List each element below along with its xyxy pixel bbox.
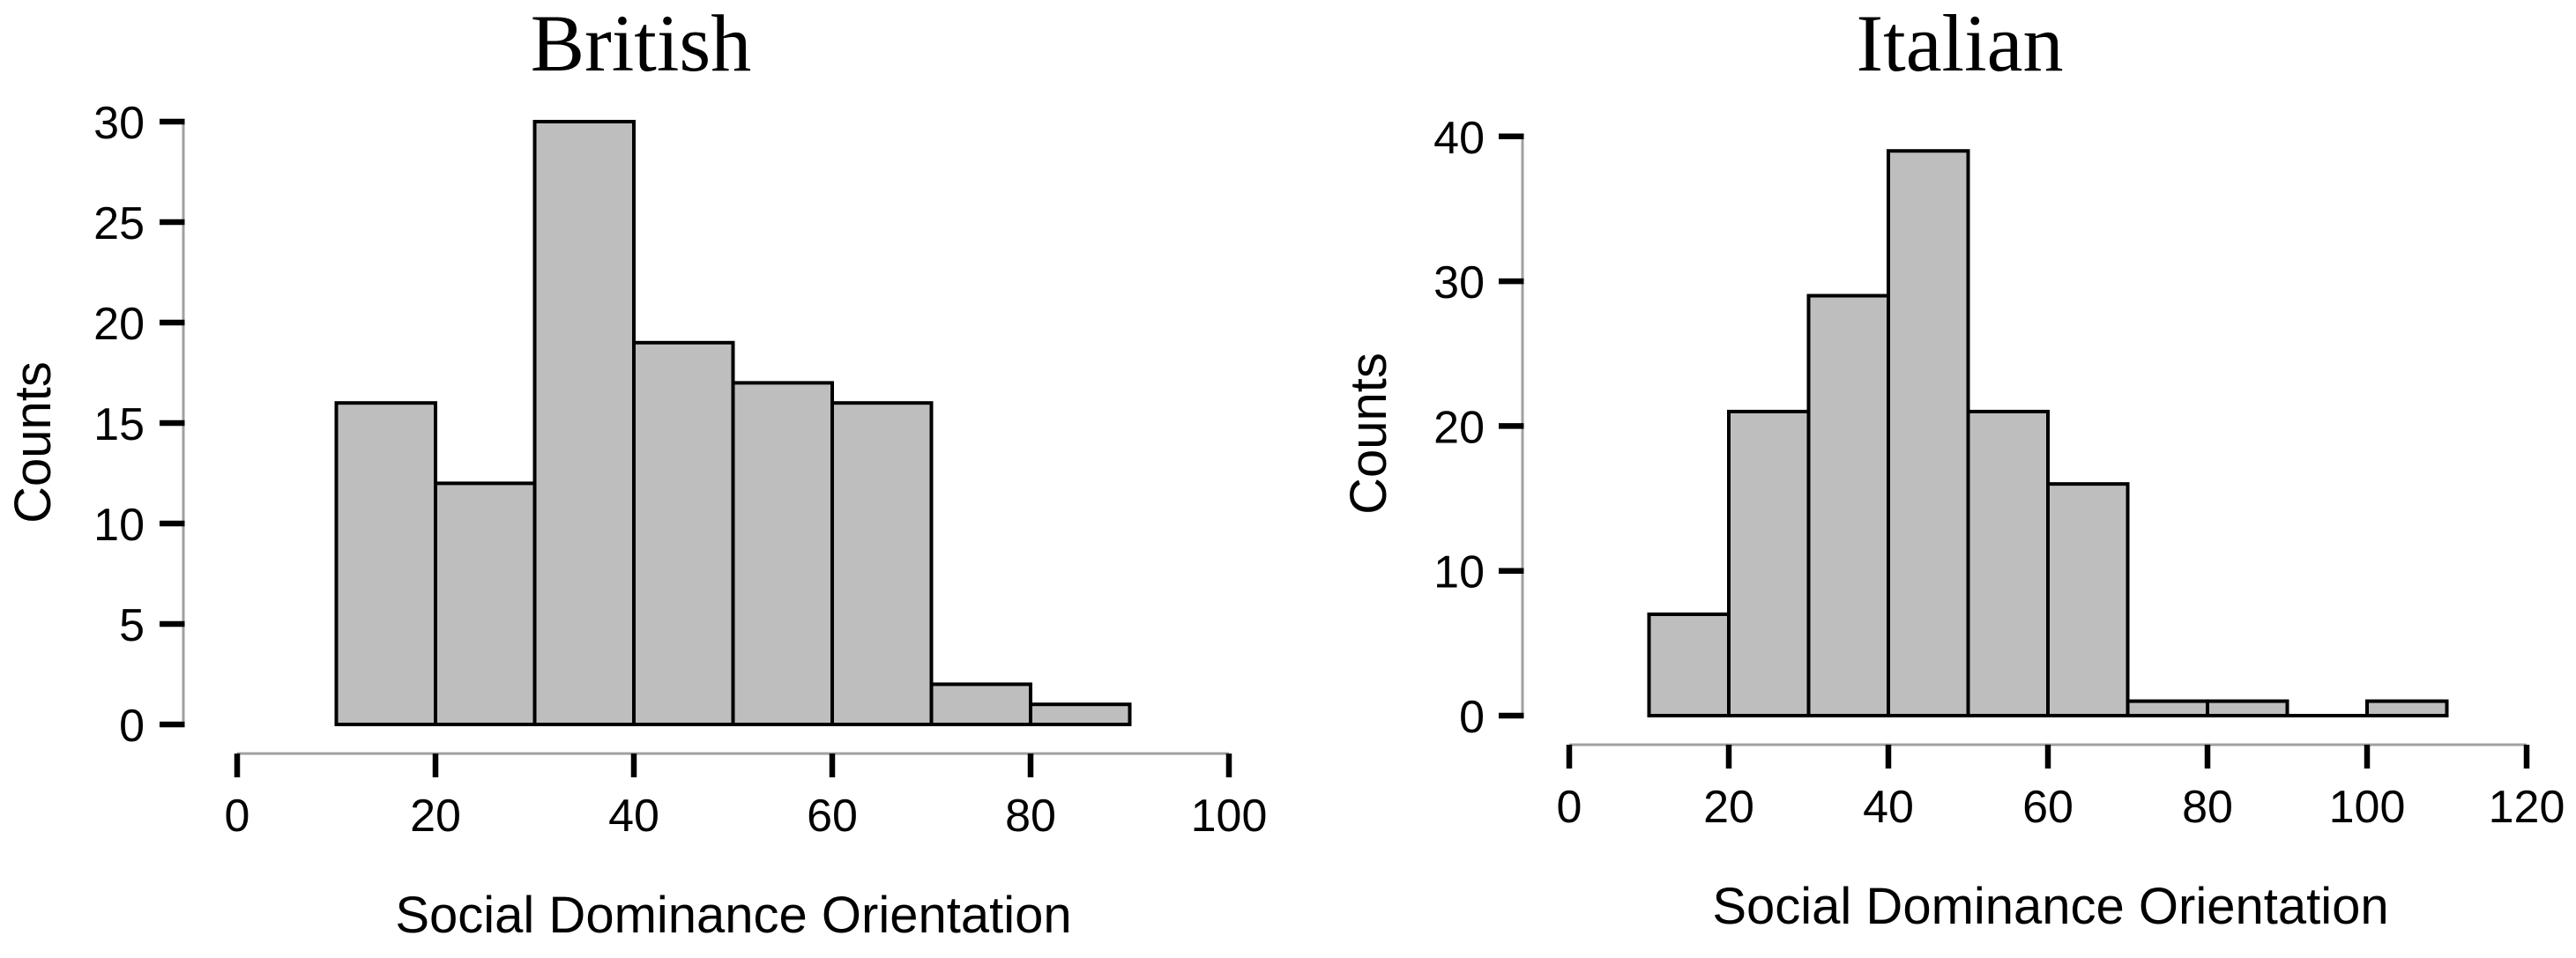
histogram-bar bbox=[434, 481, 537, 727]
x-tick-label: 40 bbox=[1863, 782, 1914, 833]
y-axis-label-british: Counts bbox=[4, 361, 62, 524]
x-tick-label: 80 bbox=[2182, 782, 2233, 833]
chart-title-italian: Italian bbox=[1857, 0, 2064, 88]
y-tick-label: 25 bbox=[93, 198, 145, 249]
y-tick-label: 0 bbox=[1459, 692, 1485, 743]
y-tick-label: 20 bbox=[93, 299, 145, 350]
histogram-panel-british: British Counts Social Dominance Orientat… bbox=[4, 0, 1267, 944]
y-tick-label: 20 bbox=[1433, 402, 1485, 453]
x-tick-label: 20 bbox=[410, 791, 461, 842]
y-tick-label: 5 bbox=[119, 600, 145, 651]
x-tick-label: 0 bbox=[225, 791, 250, 842]
histogram-bar bbox=[532, 120, 636, 726]
x-axis-label-italian: Social Dominance Orientation bbox=[1712, 878, 2388, 935]
y-tick-label: 0 bbox=[119, 701, 145, 752]
histogram-bar bbox=[1806, 293, 1890, 717]
histogram-bar bbox=[2046, 482, 2130, 717]
histogram-bar bbox=[2365, 699, 2449, 718]
histogram-bar bbox=[2206, 699, 2289, 718]
x-tick-label: 100 bbox=[1191, 791, 1268, 842]
y-tick-label: 15 bbox=[93, 399, 145, 450]
x-tick-label: 120 bbox=[2489, 782, 2565, 833]
histogram-bar bbox=[632, 340, 735, 726]
plot-area-british: 0 5 10 15 20 25 30 0 20 40 60 80 100 bbox=[93, 98, 1267, 842]
histogram-bar bbox=[731, 381, 834, 726]
y-tick-label: 10 bbox=[1433, 547, 1485, 598]
y-tick-label: 40 bbox=[1433, 113, 1485, 164]
plot-area-italian: 0 10 20 30 40 0 20 40 60 80 100 120 bbox=[1433, 113, 2565, 833]
histogram-bar bbox=[1029, 702, 1132, 727]
y-tick-label: 10 bbox=[93, 500, 145, 551]
x-tick-label: 80 bbox=[1005, 791, 1056, 842]
histogram-bar bbox=[334, 401, 437, 726]
histogram-bar bbox=[1887, 149, 1970, 718]
histogram-bar bbox=[830, 401, 934, 726]
y-tick-label: 30 bbox=[1433, 257, 1485, 308]
histogram-bar bbox=[2126, 699, 2209, 718]
x-tick-label: 100 bbox=[2329, 782, 2406, 833]
y-tick-label: 30 bbox=[93, 98, 145, 149]
x-tick-label: 0 bbox=[1557, 782, 1582, 833]
x-tick-label: 20 bbox=[1703, 782, 1754, 833]
histogram-bar bbox=[1647, 612, 1731, 717]
x-tick-label: 40 bbox=[608, 791, 659, 842]
x-tick-label: 60 bbox=[2022, 782, 2073, 833]
y-axis-label-italian: Counts bbox=[1340, 353, 1397, 515]
histogram-panel-italian: Italian Counts Social Dominance Orientat… bbox=[1340, 0, 2565, 935]
histogram-bar bbox=[929, 682, 1032, 727]
chart-title-british: British bbox=[531, 0, 751, 88]
histogram-bar bbox=[1966, 409, 2050, 717]
x-axis-label-british: Social Dominance Orientation bbox=[395, 887, 1071, 944]
x-tick-label: 60 bbox=[807, 791, 858, 842]
histogram-bar bbox=[1727, 409, 1811, 717]
